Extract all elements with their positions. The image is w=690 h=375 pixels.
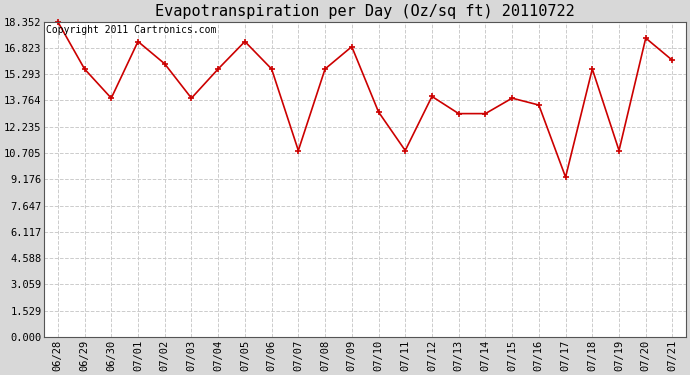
- Title: Evapotranspiration per Day (Oz/sq ft) 20110722: Evapotranspiration per Day (Oz/sq ft) 20…: [155, 4, 575, 19]
- Text: Copyright 2011 Cartronics.com: Copyright 2011 Cartronics.com: [46, 25, 216, 35]
